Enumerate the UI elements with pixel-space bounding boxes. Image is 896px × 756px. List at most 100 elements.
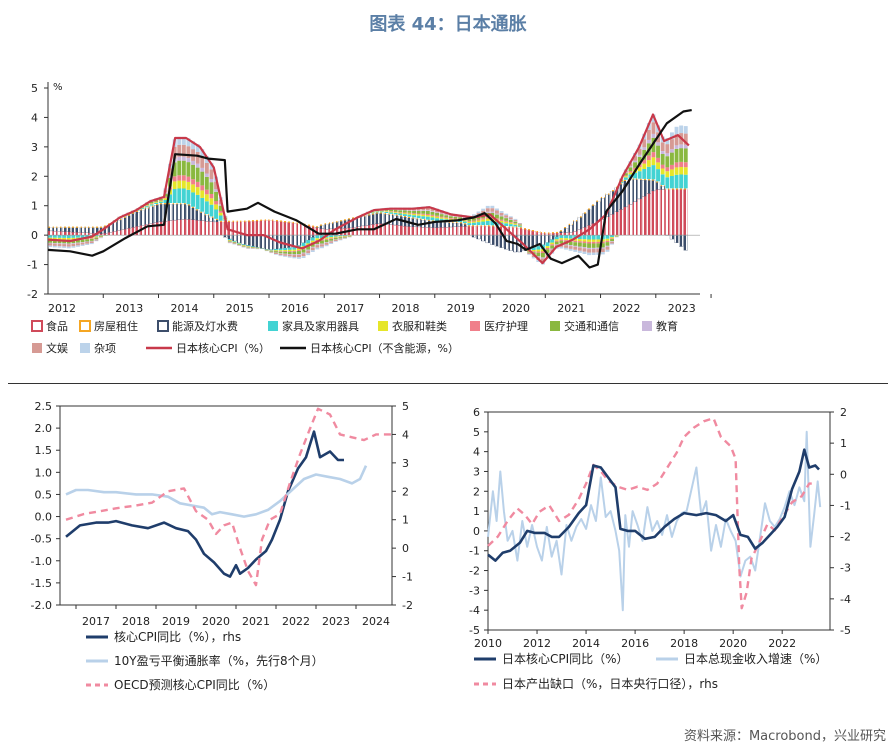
bar-housing (416, 218, 421, 220)
bar-medical (444, 217, 449, 219)
bar-transport (467, 219, 472, 222)
bar-misc (665, 138, 670, 145)
bar-education (499, 215, 504, 217)
bar-misc (610, 243, 614, 245)
y-tick-label: 0 (31, 229, 38, 242)
bar-housing (352, 217, 357, 219)
bar-education (283, 253, 288, 255)
bar-furniture (531, 247, 536, 250)
bar-housing (453, 221, 458, 223)
bar-furniture (366, 213, 370, 215)
bar-transport (495, 214, 499, 219)
bar-recreation (297, 254, 301, 258)
bar-clothing (439, 217, 444, 219)
bar-education (315, 244, 320, 246)
bar-misc (62, 246, 67, 248)
bar-housing (642, 178, 647, 181)
legend-item: 医疗护理 (470, 319, 528, 333)
bar-clothing (52, 237, 57, 240)
bar-recreation (241, 246, 246, 248)
bar-furniture (71, 235, 76, 238)
bar-transport (297, 251, 301, 254)
bar-housing (425, 219, 430, 221)
y-left-tick-label: -5 (469, 624, 480, 637)
bar-transport (343, 236, 347, 238)
x-tick-label: 2021 (557, 302, 585, 315)
bar-housing (117, 218, 122, 221)
bar-transport (444, 215, 449, 218)
bar-education (642, 147, 647, 150)
bar-furniture (518, 226, 522, 228)
bar-transport (177, 160, 182, 176)
bar-medical (453, 218, 458, 220)
bar-education (550, 248, 555, 250)
bar-transport (453, 216, 458, 219)
bar-furniture (214, 209, 218, 219)
legend-label: 交通和通信 (564, 319, 619, 333)
bar-clothing (564, 238, 568, 240)
bar-clothing (513, 223, 518, 225)
bar-recreation (186, 146, 191, 159)
bar-recreation (287, 254, 292, 257)
bar-medical (186, 176, 191, 182)
bar-recreation (57, 243, 62, 247)
bar-transport (402, 210, 407, 213)
bar-transport (582, 243, 587, 248)
bar-recreation (237, 245, 241, 246)
bar-furniture (577, 235, 582, 239)
bar-clothing (582, 239, 587, 242)
legend-label: 食品 (46, 319, 68, 333)
bar-housing (508, 226, 513, 228)
bar-education (85, 241, 90, 242)
bar-energy (582, 213, 587, 228)
bar-misc (283, 255, 288, 257)
bar-clothing (227, 240, 232, 241)
legend-item: 教育 (642, 319, 678, 333)
bar-furniture (250, 246, 255, 247)
bar-misc (504, 213, 509, 216)
bar-housing (145, 207, 149, 209)
bar-housing (126, 214, 131, 216)
bar-housing (619, 183, 624, 185)
bar-housing (458, 222, 462, 224)
bar-clothing (333, 236, 338, 238)
bar-education (324, 242, 329, 243)
bar-housing (490, 225, 495, 227)
bar-transport (577, 242, 582, 247)
bar-clothing (181, 180, 186, 189)
chart-japan-inflation-breakdown: % -2 -1 0 1 2 3 4 5 2012 2013 2014 2015 2016 2017 2018 2… (27, 82, 712, 355)
bar-furniture (674, 174, 679, 189)
bar-housing (343, 219, 347, 221)
bar-recreation (343, 237, 347, 239)
y-right-tick-label: -3 (840, 562, 851, 575)
bar-education (425, 210, 430, 211)
line-cash-earnings (487, 430, 822, 612)
bar-recreation (490, 208, 495, 212)
bar-clothing (370, 212, 375, 213)
bar-transport (679, 148, 684, 162)
bar-clothing (430, 215, 435, 218)
bar-misc (209, 162, 214, 170)
bar-recreation (250, 248, 255, 249)
bar-clothing (559, 238, 564, 240)
bar-housing (297, 222, 301, 224)
bar-education (679, 144, 684, 149)
bar-recreation (195, 152, 200, 164)
bar-furniture (554, 236, 559, 240)
y-right-tick-label: 1 (402, 514, 409, 527)
bar-energy (375, 213, 380, 224)
bar-medical (204, 189, 209, 195)
bar-education (297, 254, 301, 255)
bar-recreation (633, 156, 637, 161)
bar-misc (287, 256, 292, 258)
bar-clothing (158, 200, 163, 202)
bar-recreation (310, 247, 315, 251)
bar-education (674, 145, 679, 149)
bar-misc (472, 214, 476, 216)
bar-furniture (301, 242, 306, 247)
legend-label: 日本核心CPI同比（%） (502, 652, 629, 666)
bar-furniture (462, 221, 467, 224)
bar-housing (283, 221, 288, 223)
bar-furniture (237, 243, 241, 244)
bar-education (623, 172, 628, 174)
